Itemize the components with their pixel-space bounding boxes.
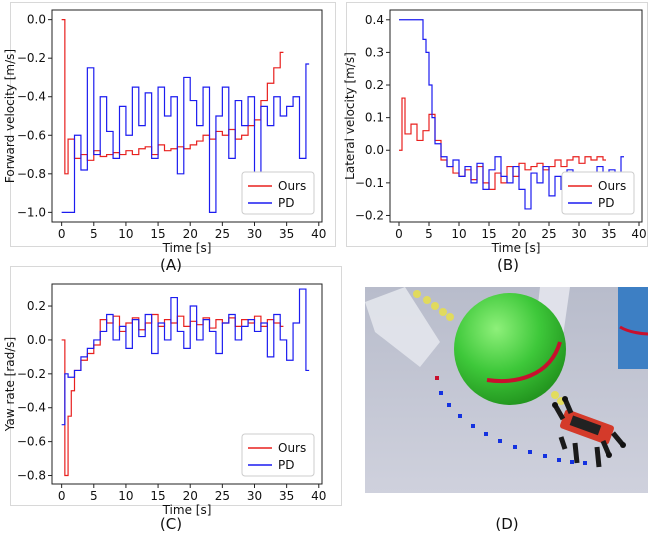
x-tick-label: 15	[150, 227, 165, 241]
quadruped-robot	[552, 396, 626, 468]
x-tick-label: 25	[215, 489, 230, 503]
x-tick-label: 35	[601, 227, 616, 241]
x-axis-label: Time [s]	[162, 503, 212, 517]
x-tick-label: 40	[631, 227, 646, 241]
x-tick-label: 20	[183, 489, 198, 503]
axes-frame	[51, 283, 323, 485]
x-tick-label: 25	[541, 227, 556, 241]
y-tick-label: 0.2	[365, 78, 384, 92]
y-axis-label: Yaw rate [rad/s]	[3, 337, 17, 432]
x-axis-label: Time [s]	[491, 241, 541, 255]
x-tick-label: 0	[58, 489, 66, 503]
panel-a-frame	[10, 2, 336, 247]
x-tick-label: 35	[279, 489, 294, 503]
x-tick-label: 0	[58, 227, 66, 241]
x-tick-label: 10	[118, 489, 133, 503]
series-line-pd	[61, 63, 310, 213]
x-tick-label: 20	[183, 227, 198, 241]
x-tick-label: 40	[311, 227, 326, 241]
y-tick-label: −0.6	[17, 128, 46, 142]
y-tick-label: −0.4	[17, 90, 46, 104]
axes-frame	[389, 9, 643, 223]
x-tick-label: 35	[279, 227, 294, 241]
series-line-pd	[61, 288, 310, 426]
legend-label: Ours	[598, 179, 626, 193]
x-tick-label: 30	[247, 489, 262, 503]
y-tick-label: −1.0	[17, 205, 46, 219]
y-tick-label: 0.0	[27, 13, 46, 27]
chart-3: 0 5 10 15 20 25 30 35 40 0.2 0.0 −0.2 −0.4 −0.6 −0.8 Ti…	[3, 283, 326, 517]
legend-label: Ours	[278, 179, 306, 193]
x-tick-label: 15	[481, 227, 496, 241]
x-tick-label: 5	[425, 227, 433, 241]
caption-d: (D)	[495, 515, 519, 533]
chart-1: 0 5 10 15 20 25 30 35 40 0.0 −0.2 −0.4 −0.6 −0.8 −1.0 T…	[3, 9, 326, 255]
x-tick-label: 25	[215, 227, 230, 241]
y-axis-label: Forward velocity [m/s]	[3, 49, 17, 183]
x-tick-label: 20	[511, 227, 526, 241]
caption-b: (B)	[497, 256, 519, 274]
caption-c: (C)	[159, 515, 183, 533]
y-tick-label: 0.0	[365, 143, 384, 157]
x-tick-label: 30	[247, 227, 262, 241]
scene-wall-left	[365, 287, 440, 367]
goal-sphere	[454, 293, 566, 405]
executed-path	[486, 341, 562, 383]
y-tick-label: −0.4	[17, 401, 46, 415]
y-tick-label: 0.4	[365, 13, 384, 27]
y-tick-label: −0.8	[17, 167, 46, 181]
caption-a: (A)	[160, 256, 182, 274]
y-tick-label: −0.8	[17, 469, 46, 483]
x-tick-label: 30	[571, 227, 586, 241]
y-axis-label: Lateral velocity [m/s]	[343, 52, 357, 180]
simulation-scene	[365, 287, 648, 493]
y-tick-label: 0.0	[27, 333, 46, 347]
x-tick-label: 10	[451, 227, 466, 241]
y-tick-label: −0.6	[17, 435, 46, 449]
x-tick-label: 5	[90, 227, 98, 241]
y-tick-label: −0.2	[17, 367, 46, 381]
series-line-ours	[61, 313, 284, 477]
legend-label: PD	[278, 196, 294, 210]
y-tick-label: −0.2	[355, 208, 384, 222]
x-tick-label: 40	[311, 489, 326, 503]
axes-frame	[51, 9, 323, 223]
x-tick-label: 0	[395, 227, 403, 241]
legend-label: PD	[598, 196, 614, 210]
legend-label: Ours	[278, 441, 306, 455]
y-tick-label: 0.3	[365, 45, 384, 59]
planned-points	[435, 376, 587, 465]
x-axis-label: Time [s]	[162, 241, 212, 255]
y-tick-label: −0.2	[17, 51, 46, 65]
panel-c-frame	[10, 266, 342, 506]
y-tick-label: −0.1	[355, 176, 384, 190]
x-tick-label: 10	[118, 227, 133, 241]
chart-2: 0 5 10 15 20 25 30 35 40 0.4 0.3 0.2 0.1 0.0 −0.1 −0.2 T…	[343, 9, 647, 255]
pillar-path	[619, 325, 648, 336]
series-line-ours	[399, 97, 606, 190]
x-tick-label: 15	[150, 489, 165, 503]
y-tick-label: 0.2	[27, 299, 46, 313]
y-tick-label: 0.1	[365, 111, 384, 125]
legend-label: PD	[278, 458, 294, 472]
x-tick-label: 5	[90, 489, 98, 503]
